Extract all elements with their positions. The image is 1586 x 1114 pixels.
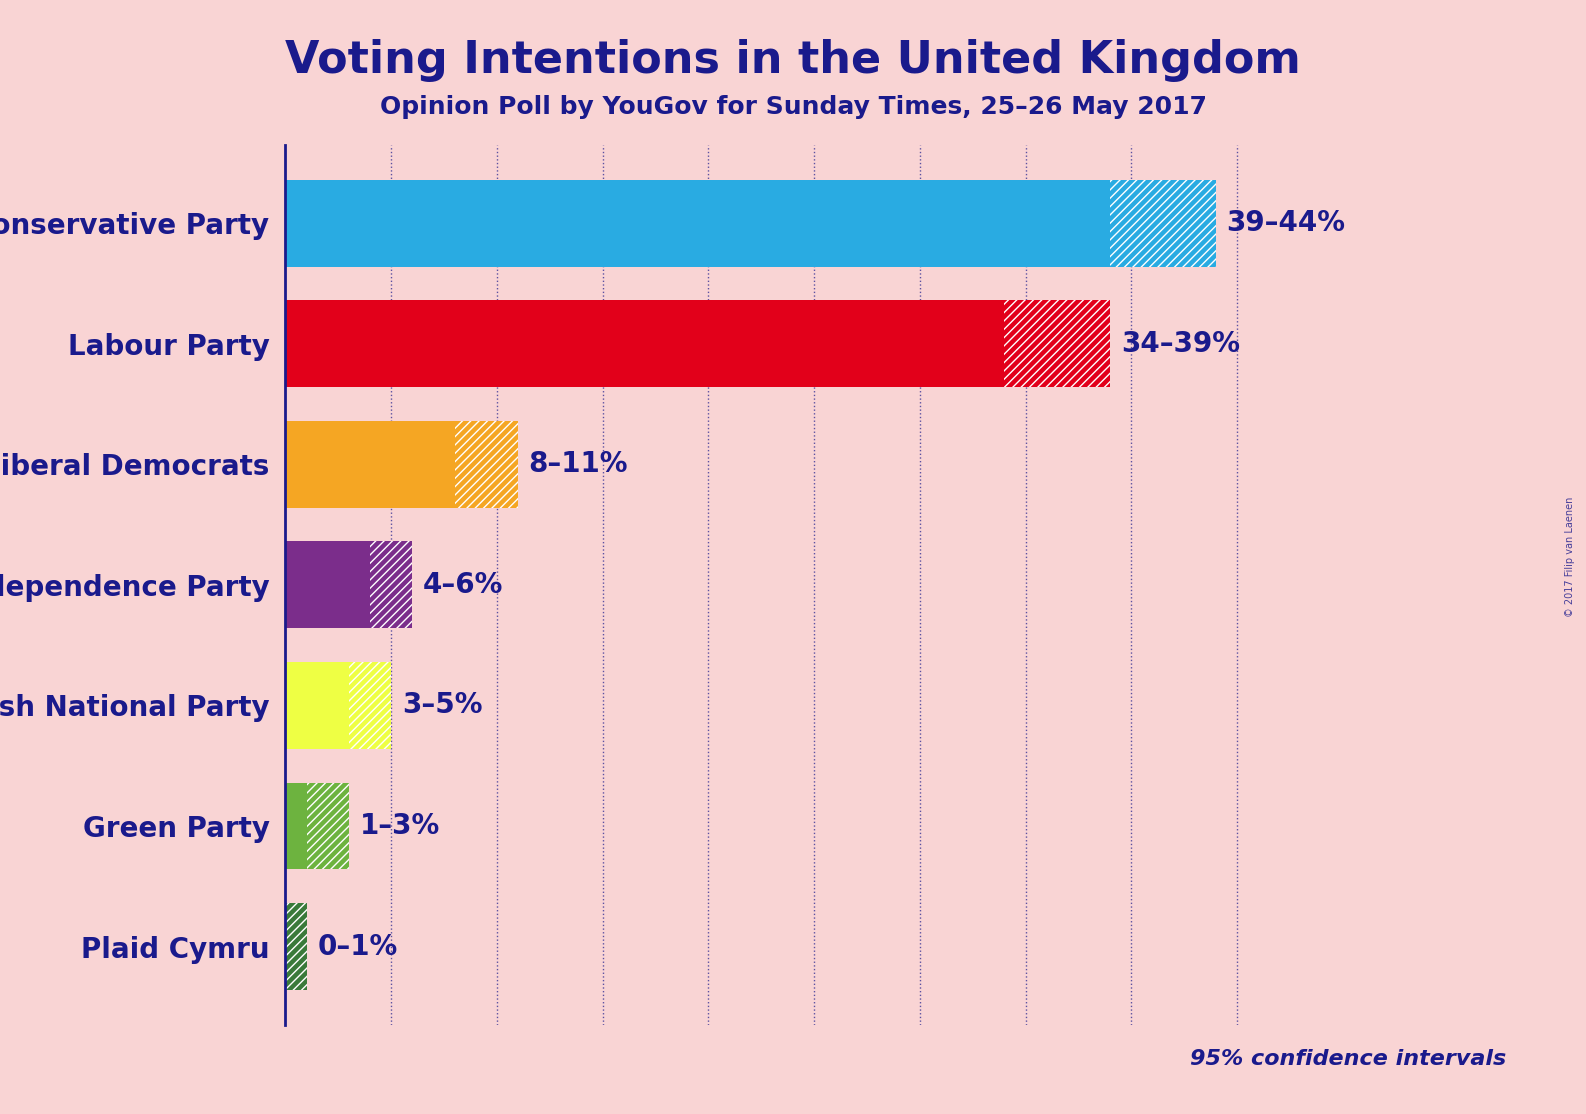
Text: 39–44%: 39–44%: [1226, 209, 1345, 237]
Text: 3–5%: 3–5%: [401, 692, 482, 720]
Text: 34–39%: 34–39%: [1121, 330, 1240, 358]
Text: 8–11%: 8–11%: [528, 450, 628, 478]
Text: Voting Intentions in the United Kingdom: Voting Intentions in the United Kingdom: [285, 39, 1301, 82]
Text: © 2017 Filip van Laenen: © 2017 Filip van Laenen: [1565, 497, 1575, 617]
Bar: [285, 903, 306, 990]
Bar: [285, 421, 455, 508]
Bar: [349, 662, 392, 749]
Text: 4–6%: 4–6%: [423, 570, 503, 599]
Bar: [1110, 179, 1216, 266]
Bar: [455, 421, 519, 508]
Bar: [306, 782, 349, 869]
Bar: [1004, 301, 1110, 388]
Text: 0–1%: 0–1%: [317, 932, 398, 960]
Text: 95% confidence intervals: 95% confidence intervals: [1191, 1049, 1507, 1069]
Text: 1–3%: 1–3%: [360, 812, 439, 840]
Text: Opinion Poll by YouGov for Sunday Times, 25–26 May 2017: Opinion Poll by YouGov for Sunday Times,…: [379, 95, 1207, 119]
Bar: [285, 662, 349, 749]
Bar: [285, 782, 306, 869]
Bar: [285, 541, 370, 628]
Bar: [285, 179, 1110, 266]
Bar: [370, 541, 412, 628]
Bar: [285, 301, 1004, 388]
